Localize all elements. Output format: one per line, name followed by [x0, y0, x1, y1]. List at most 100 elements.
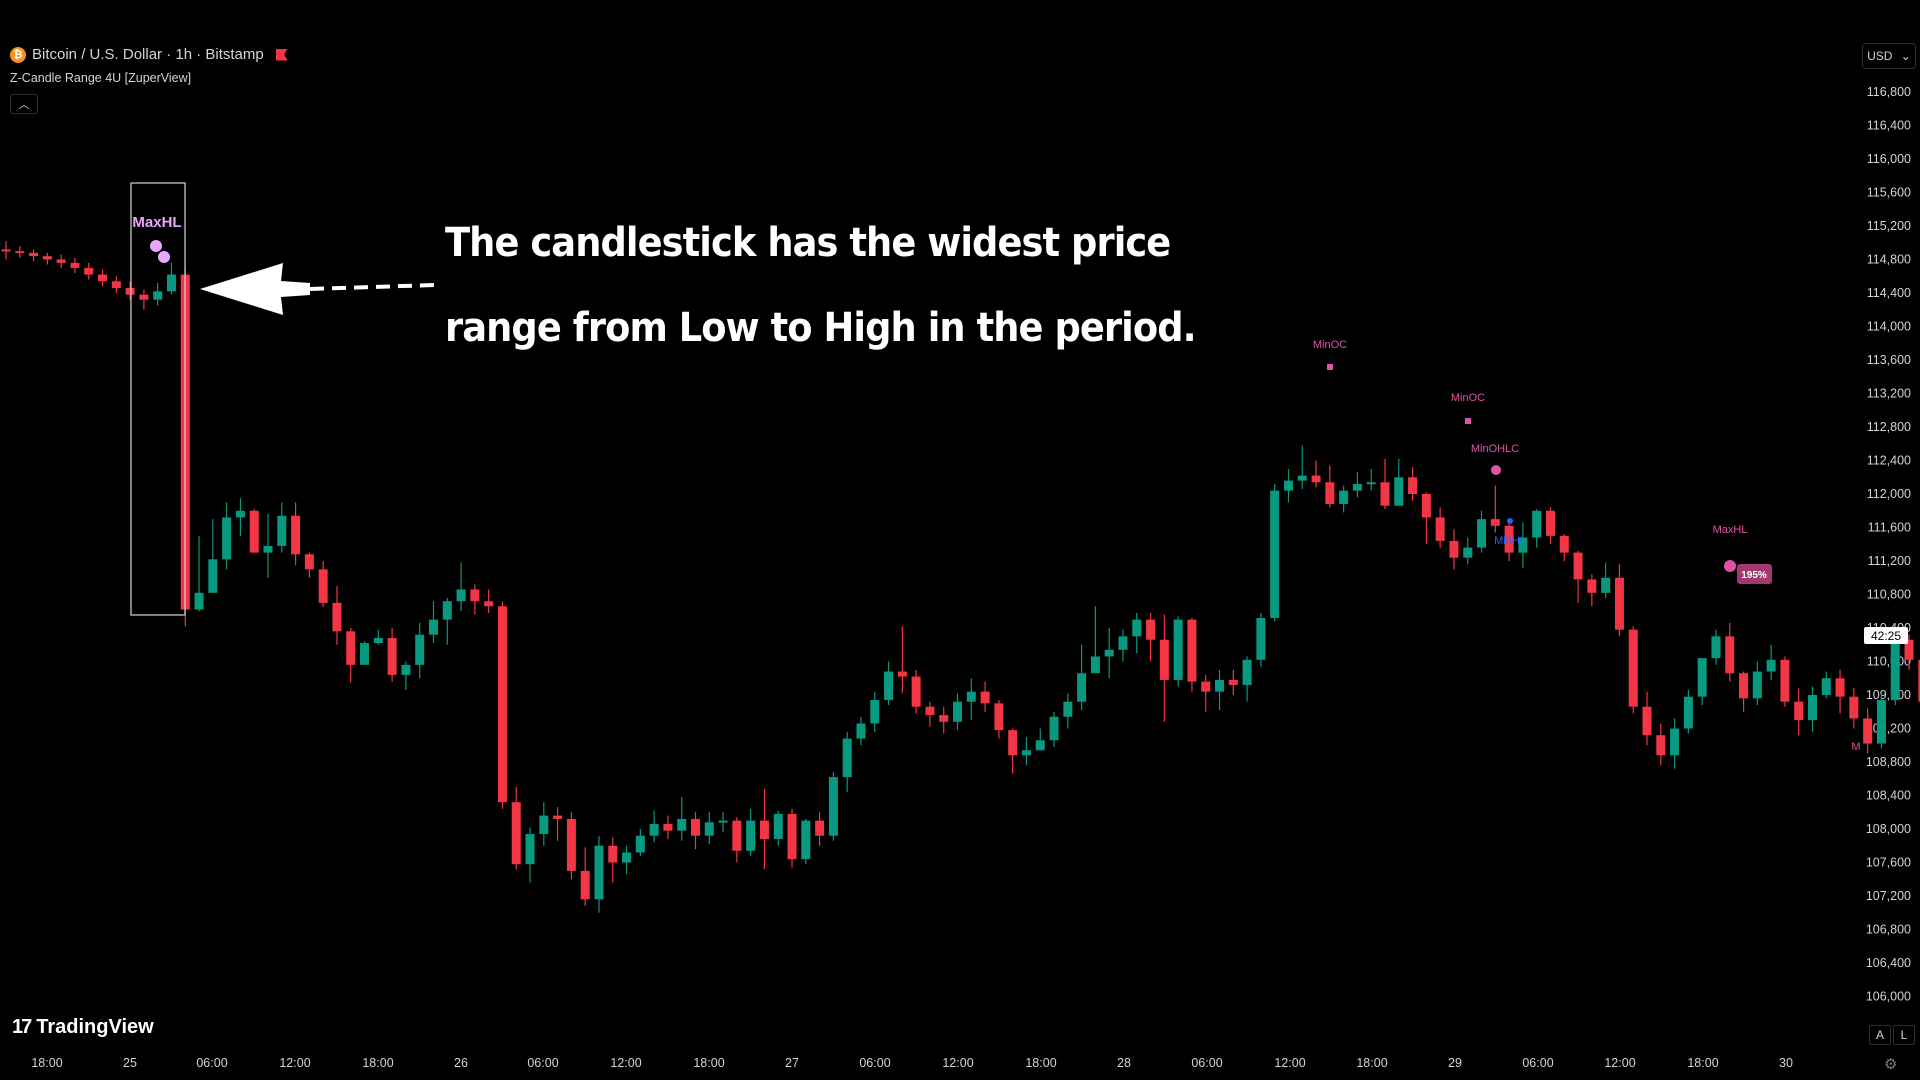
candle-body: [1104, 649, 1114, 657]
candle-body: [939, 715, 949, 722]
candle-body: [1, 249, 11, 252]
price-tick-label: 109,600: [1866, 688, 1911, 702]
candle-body: [442, 601, 452, 620]
candle-body: [925, 706, 935, 716]
candle-body: [1463, 547, 1473, 558]
time-tick-label: 30: [1779, 1056, 1793, 1070]
time-tick-label: 18:00: [1687, 1056, 1718, 1070]
candle-body: [1628, 629, 1638, 707]
time-tick-label: 29: [1448, 1056, 1462, 1070]
candle-body: [1545, 510, 1555, 536]
candle-body: [373, 638, 383, 644]
candle-body: [1807, 695, 1817, 721]
candle-body: [1297, 475, 1307, 481]
candle-body: [1559, 535, 1569, 553]
currency-label: USD: [1867, 49, 1893, 63]
candle-body: [484, 601, 494, 607]
time-tick-label: 26: [454, 1056, 468, 1070]
flag-icon[interactable]: [275, 48, 288, 61]
candle-body: [111, 281, 121, 288]
candle-body: [1215, 679, 1225, 692]
candle-body: [1187, 619, 1197, 682]
chevron-up-icon: ︿: [18, 99, 30, 111]
gear-icon[interactable]: ⚙: [1884, 1056, 1898, 1073]
candle-body: [966, 691, 976, 702]
candle-body: [1421, 494, 1431, 518]
price-tick-label: 107,600: [1866, 856, 1911, 870]
candle-body: [360, 643, 370, 665]
price-tick-label: 112,800: [1867, 420, 1911, 434]
candle-body: [856, 723, 866, 739]
candle-body: [746, 820, 756, 851]
candle-body: [428, 619, 438, 635]
candle-body: [870, 700, 880, 724]
candle-body: [1876, 700, 1886, 744]
candle-body: [1201, 681, 1211, 692]
candle-body: [1835, 678, 1845, 697]
candle-body: [1766, 659, 1776, 672]
percent-label: 195%: [1741, 570, 1767, 581]
candle-body: [1739, 673, 1749, 699]
price-tick-label: 116,800: [1867, 85, 1911, 99]
candle-body: [1918, 659, 1920, 702]
candle-body: [1656, 735, 1666, 756]
candle-body: [470, 589, 480, 602]
minhl-label: MinHL: [1494, 535, 1526, 547]
candle-body: [553, 815, 563, 819]
candle-body: [566, 818, 576, 871]
time-tick-label: 12:00: [610, 1056, 641, 1070]
maxhl-label: MaxHL: [132, 214, 181, 231]
time-tick-label: 06:00: [1191, 1056, 1222, 1070]
candle-body: [346, 631, 356, 665]
candle-body: [1408, 477, 1418, 494]
candle-body: [1449, 540, 1459, 558]
time-tick-label: 25: [123, 1056, 137, 1070]
price-tick-label: 109,200: [1866, 722, 1911, 736]
candle-body: [1063, 701, 1073, 717]
price-tick-label: 115,200: [1867, 219, 1911, 233]
marker-dot: [1491, 465, 1501, 475]
currency-selector[interactable]: USD ⌄: [1862, 43, 1916, 69]
candle-body: [1573, 552, 1583, 580]
candle-body: [1780, 659, 1790, 702]
candle-body: [1366, 482, 1376, 485]
candle-body: [1725, 636, 1735, 674]
candle-body: [332, 602, 342, 632]
candle-body: [663, 823, 673, 831]
symbol-header[interactable]: ₿ Bitcoin / U.S. Dollar · 1h · Bitstamp: [10, 46, 288, 63]
price-tick-label: 112,000: [1867, 487, 1911, 501]
collapse-button[interactable]: ︿: [10, 94, 38, 114]
candle-body: [125, 287, 135, 295]
candle-body: [1683, 696, 1693, 729]
candle-body: [1118, 636, 1128, 650]
log-scale-button[interactable]: L: [1893, 1025, 1915, 1045]
candle-body: [1090, 656, 1100, 674]
candle-body: [732, 820, 742, 851]
candle-body: [1794, 701, 1804, 721]
price-tick-label: 112,400: [1867, 454, 1911, 468]
candle-body: [1380, 482, 1390, 506]
candle-body: [1146, 619, 1156, 640]
candle-body: [773, 813, 783, 840]
candle-body: [1352, 483, 1362, 491]
candle-body: [1035, 740, 1045, 751]
price-tick-label: 108,800: [1866, 755, 1911, 769]
price-tick-label: 106,000: [1866, 990, 1911, 1004]
auto-scale-button[interactable]: A: [1869, 1025, 1891, 1045]
candle-body: [387, 638, 397, 675]
time-tick-label: 28: [1117, 1056, 1131, 1070]
price-tick-label: 113,600: [1867, 353, 1911, 367]
price-tick-label: 116,400: [1867, 119, 1911, 133]
candle-body: [1532, 510, 1542, 538]
tradingview-logo[interactable]: 17 TradingView: [12, 1016, 154, 1039]
candle-body: [911, 676, 921, 707]
time-tick-label: 12:00: [279, 1056, 310, 1070]
candle-body: [263, 545, 273, 553]
indicator-title[interactable]: Z-Candle Range 4U [ZuperView]: [10, 71, 192, 85]
bar-countdown: 42:25: [1864, 627, 1908, 644]
candle-body: [1049, 716, 1059, 741]
candle-body: [1008, 730, 1018, 756]
time-tick-label: 06:00: [196, 1056, 227, 1070]
candle-body: [318, 569, 328, 603]
